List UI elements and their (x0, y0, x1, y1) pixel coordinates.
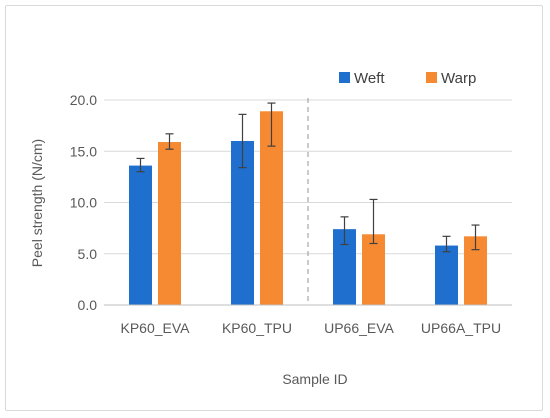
bar-warp-up66_eva (362, 234, 385, 305)
bar-weft-kp60_tpu (231, 141, 254, 305)
bar-weft-kp60_eva (129, 165, 152, 305)
bar-warp-up66a_tpu (464, 236, 487, 305)
bar-warp-kp60_tpu (260, 111, 283, 306)
y-tick-label: 15.0 (70, 143, 97, 159)
legend-label-warp: Warp (441, 70, 476, 87)
legend-swatch-weft (339, 72, 350, 83)
y-tick-label: 0.0 (78, 297, 98, 313)
bar-weft-up66_eva (333, 229, 356, 305)
bar-weft-up66a_tpu (435, 245, 458, 305)
y-axis-title: Peel strength (N/cm) (29, 139, 45, 267)
y-tick-label: 10.0 (70, 195, 97, 211)
bar-warp-kp60_eva (158, 142, 181, 305)
x-tick-label: KP60_TPU (222, 320, 292, 336)
x-tick-label: KP60_EVA (120, 320, 190, 336)
y-tick-label: 20.0 (70, 92, 97, 108)
y-tick-label: 5.0 (78, 246, 98, 262)
x-tick-label: UP66A_TPU (421, 320, 501, 336)
x-axis-title: Sample ID (282, 371, 347, 387)
x-tick-label: UP66_EVA (324, 320, 394, 336)
legend-swatch-warp (426, 72, 437, 83)
legend-label-weft: Weft (354, 70, 385, 87)
